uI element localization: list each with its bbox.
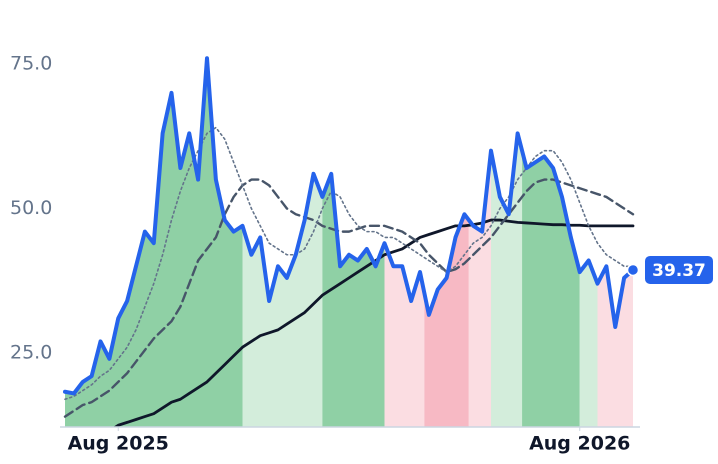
band-area (65, 58, 243, 427)
bands (65, 58, 633, 427)
last-point (626, 263, 640, 277)
y-tick-label: 50.0 (10, 197, 52, 219)
band-area (322, 173, 385, 427)
series-line (63, 56, 635, 396)
band-area (597, 266, 633, 427)
band-area (384, 243, 425, 427)
last-value-pill (645, 255, 713, 284)
x-tick-label: Aug 2025 (68, 433, 169, 455)
series-line (64, 126, 634, 401)
last-value-label: 39.37 (652, 261, 706, 281)
x-tick-label: Aug 2026 (529, 433, 630, 455)
lines (63, 56, 635, 427)
y-tick-label: 75.0 (10, 52, 52, 74)
y-tick-label: 25.0 (10, 342, 52, 364)
band-area (468, 150, 491, 427)
series-line (113, 218, 635, 427)
axes: 25.0 50.0 75.0 Aug 2025 Aug 2026 (10, 52, 630, 454)
band-area (579, 260, 598, 427)
band-area (242, 173, 323, 427)
series-line (63, 178, 635, 418)
